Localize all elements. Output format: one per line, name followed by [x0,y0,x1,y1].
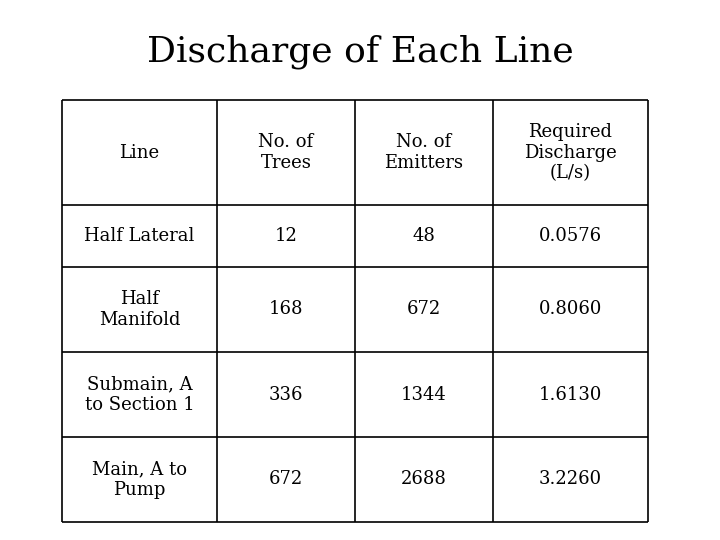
Text: 1344: 1344 [401,386,447,403]
Text: Half
Manifold: Half Manifold [99,290,180,329]
Text: 336: 336 [269,386,303,403]
Text: Required
Discharge
(L/s): Required Discharge (L/s) [524,123,617,183]
Text: Half Lateral: Half Lateral [84,227,194,245]
Text: No. of
Emitters: No. of Emitters [384,133,464,172]
Text: 672: 672 [269,470,303,489]
Text: 0.0576: 0.0576 [539,227,602,245]
Text: 12: 12 [274,227,297,245]
Text: 2688: 2688 [401,470,447,489]
Text: Line: Line [120,144,160,161]
Text: No. of
Trees: No. of Trees [258,133,314,172]
Text: 3.2260: 3.2260 [539,470,602,489]
Text: 48: 48 [413,227,436,245]
Text: 672: 672 [407,300,441,319]
Text: 1.6130: 1.6130 [539,386,602,403]
Text: 168: 168 [269,300,303,319]
Text: Submain, A
to Section 1: Submain, A to Section 1 [85,375,194,414]
Text: Discharge of Each Line: Discharge of Each Line [147,35,573,69]
Text: 0.8060: 0.8060 [539,300,602,319]
Text: Main, A to
Pump: Main, A to Pump [92,460,187,499]
